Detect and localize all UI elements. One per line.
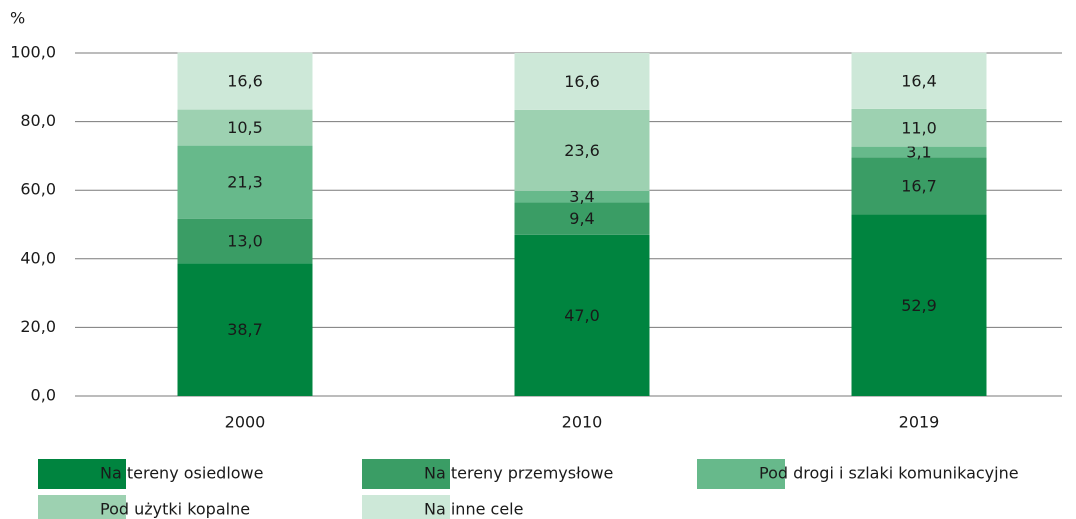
value-label: 16,6 [227,72,263,91]
bar-segment [514,234,650,396]
legend-swatch [362,495,450,519]
bar-segment [514,53,650,110]
y-tick-label: 60,0 [20,180,56,199]
bar-segment [851,214,987,396]
value-label: 13,0 [227,231,263,250]
value-label: 47,0 [564,306,600,325]
value-label: 16,7 [901,176,937,195]
bar-segment [514,109,650,191]
bar-segment [514,202,650,235]
bar-segment [177,52,313,110]
bar-segment [514,190,650,203]
value-label: 11,0 [901,118,937,137]
legend-label: Pod użytki kopalne [100,500,250,519]
y-tick-label: 20,0 [20,317,56,336]
bar-segment [177,218,313,264]
legend-swatch [697,459,785,489]
x-tick-label: 2000 [225,413,266,432]
bar-segment [177,109,313,146]
y-axis-label: % [10,9,25,28]
value-label: 3,4 [569,187,594,206]
bar-segment [851,146,987,158]
legend-label: Pod drogi i szlaki komunikacyjne [759,464,1019,483]
value-label: 10,5 [227,118,263,137]
value-label: 52,9 [901,296,937,315]
y-tick-label: 80,0 [20,111,56,130]
y-tick-label: 40,0 [20,248,56,267]
y-tick-label: 0,0 [31,386,56,405]
legend-label: Na inne cele [424,500,523,519]
value-label: 9,4 [569,209,594,228]
value-label: 23,6 [564,141,600,160]
x-tick-label: 2010 [562,413,603,432]
bar-segment [177,145,313,219]
x-tick-label: 2019 [899,413,940,432]
bar-segment [851,108,987,147]
value-label: 21,3 [227,173,263,192]
bar-segment [177,263,313,396]
legend-swatch [38,495,126,519]
legend-swatch [362,459,450,489]
legend-label: Na tereny osiedlowe [100,464,263,483]
bar-segment [851,157,987,215]
value-label: 38,7 [227,320,263,339]
value-label: 16,6 [564,72,600,91]
legend-swatch [38,459,126,489]
y-tick-label: 100,0 [10,43,56,62]
value-label: 3,1 [906,142,931,161]
value-label: 16,4 [901,71,937,90]
bar-segment [851,52,987,109]
legend-label: Na tereny przemysłowe [424,464,613,483]
